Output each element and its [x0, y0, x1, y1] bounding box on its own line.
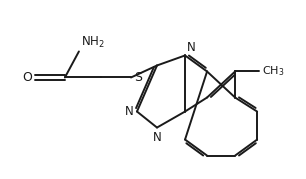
- Text: S: S: [134, 71, 142, 84]
- Text: N: N: [187, 41, 196, 54]
- Text: N: N: [153, 131, 162, 144]
- Text: N: N: [125, 105, 134, 118]
- Text: NH$_2$: NH$_2$: [80, 35, 104, 50]
- Text: O: O: [22, 71, 32, 84]
- Text: CH$_3$: CH$_3$: [262, 64, 284, 78]
